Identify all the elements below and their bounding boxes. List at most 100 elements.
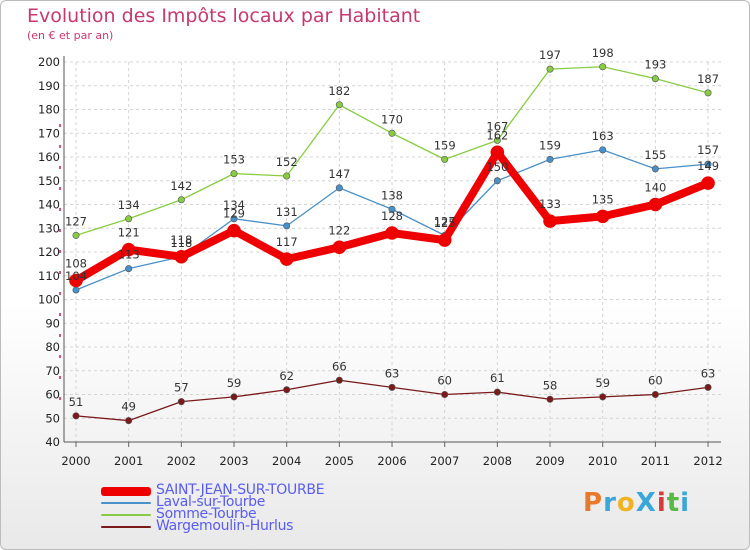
data-label-saint-jean-sur-tourbe: 117	[276, 235, 298, 249]
data-label-wargemoulin-hurlus: 59	[227, 376, 242, 390]
y-tick-label: 140	[38, 198, 60, 212]
axis-mark	[59, 271, 61, 274]
data-point-saint-jean-sur-tourbe	[279, 252, 294, 266]
data-label-somme-tourbe: 197	[539, 48, 561, 62]
data-label-laval-sur-tourbe: 104	[65, 269, 87, 283]
data-label-laval-sur-tourbe: 150	[486, 160, 508, 174]
data-point-somme-tourbe	[177, 196, 185, 204]
data-label-saint-jean-sur-tourbe: 133	[539, 197, 561, 211]
data-point-saint-jean-sur-tourbe	[701, 176, 715, 190]
data-label-laval-sur-tourbe: 127	[434, 214, 456, 228]
data-label-saint-jean-sur-tourbe: 129	[223, 207, 245, 221]
data-label-somme-tourbe: 142	[170, 179, 192, 193]
data-label-wargemoulin-hurlus: 49	[121, 400, 136, 414]
axes: 40 50 60 70 80 90 100 110 120 130 140 150 160 170 180 1…	[38, 55, 723, 468]
logo-letter: i	[680, 488, 691, 518]
data-point-saint-jean-sur-tourbe	[174, 249, 189, 264]
axis-mark	[59, 397, 61, 400]
data-point-wargemoulin-hurlus	[441, 390, 449, 398]
data-point-somme-tourbe	[230, 170, 238, 178]
y-tick-label: 150	[38, 174, 60, 188]
data-point-wargemoulin-hurlus	[546, 395, 554, 403]
x-tick-label: 2001	[114, 454, 143, 468]
axis-mark	[59, 292, 61, 295]
data-point-wargemoulin-hurlus	[651, 390, 659, 398]
data-point-somme-tourbe	[283, 172, 291, 180]
data-point-laval-sur-tourbe	[283, 222, 291, 230]
data-label-somme-tourbe: 198	[592, 46, 614, 60]
data-label-wargemoulin-hurlus: 61	[490, 371, 505, 385]
data-label-somme-tourbe: 193	[644, 58, 666, 72]
chart-subtitle: (en € et par an)	[27, 29, 114, 42]
y-tick-label: 190	[38, 79, 60, 93]
legend-swatch	[101, 526, 151, 528]
data-label-laval-sur-tourbe: 134	[223, 198, 245, 212]
logo-letter: r	[603, 488, 617, 518]
axis-mark	[59, 334, 61, 337]
data-label-saint-jean-sur-tourbe: 140	[644, 181, 666, 195]
data-point-somme-tourbe	[599, 63, 607, 71]
data-point-wargemoulin-hurlus	[283, 386, 291, 394]
axis-mark	[59, 250, 61, 253]
data-point-saint-jean-sur-tourbe	[332, 240, 347, 255]
data-label-somme-tourbe: 182	[328, 84, 350, 98]
data-label-wargemoulin-hurlus: 57	[174, 381, 189, 395]
data-label-saint-jean-sur-tourbe: 162	[486, 128, 508, 142]
data-point-saint-jean-sur-tourbe	[385, 226, 399, 240]
data-label-saint-jean-sur-tourbe: 149	[697, 159, 719, 173]
data-point-somme-tourbe	[651, 75, 659, 83]
y-tick-label: 170	[38, 126, 60, 140]
data-point-saint-jean-sur-tourbe	[543, 214, 557, 228]
data-point-laval-sur-tourbe	[388, 205, 396, 213]
data-point-somme-tourbe	[493, 136, 501, 144]
y-tick-label: 40	[45, 435, 60, 449]
x-tick-label: 2004	[272, 454, 301, 468]
data-point-wargemoulin-hurlus	[230, 393, 238, 401]
data-label-saint-jean-sur-tourbe: 125	[434, 216, 456, 230]
x-tick-label: 2011	[641, 454, 670, 468]
x-tick-label: 2002	[167, 454, 196, 468]
legend-item: Somme-Tourbe	[101, 506, 421, 522]
x-tick-label: 2003	[219, 454, 248, 468]
data-point-somme-tourbe	[72, 231, 80, 239]
x-tick-label: 2000	[61, 454, 90, 468]
data-point-somme-tourbe	[335, 101, 343, 109]
legend-label: Wargemoulin-Hurlus	[156, 518, 294, 534]
legend: SAINT-JEAN-SUR-TOURBE Laval-sur-Tourbe Som…	[101, 482, 421, 534]
chart-title: Evolution des Impôts locaux par Habitant	[27, 5, 421, 27]
data-point-laval-sur-tourbe	[125, 265, 133, 273]
data-point-laval-sur-tourbe	[704, 160, 712, 168]
legend-item: Wargemoulin-Hurlus	[101, 518, 421, 534]
axis-mark	[59, 376, 61, 379]
data-label-laval-sur-tourbe: 157	[697, 143, 719, 157]
data-label-somme-tourbe: 152	[276, 155, 298, 169]
logo-letter: t	[666, 488, 681, 518]
x-tick-label: 2010	[588, 454, 617, 468]
y-tick-label: 110	[38, 269, 60, 283]
grid	[64, 61, 721, 443]
data-point-laval-sur-tourbe	[493, 177, 501, 185]
data-point-laval-sur-tourbe	[546, 155, 554, 163]
y-tick-label: 50	[45, 411, 60, 425]
data-label-laval-sur-tourbe: 118	[170, 236, 192, 250]
y-tick-label: 70	[45, 364, 60, 378]
legend-swatch	[101, 502, 151, 504]
y-tick-label: 120	[38, 245, 60, 259]
data-point-saint-jean-sur-tourbe	[121, 242, 136, 257]
data-point-laval-sur-tourbe	[230, 215, 238, 223]
data-point-saint-jean-sur-tourbe	[648, 197, 663, 212]
data-label-somme-tourbe: 170	[381, 112, 403, 126]
data-point-wargemoulin-hurlus	[125, 417, 133, 425]
data-label-wargemoulin-hurlus: 60	[437, 374, 452, 388]
data-label-laval-sur-tourbe: 147	[328, 167, 350, 181]
data-point-saint-jean-sur-tourbe	[227, 223, 241, 238]
data-label-laval-sur-tourbe: 155	[644, 148, 666, 162]
data-point-wargemoulin-hurlus	[335, 376, 343, 384]
data-label-laval-sur-tourbe: 163	[592, 129, 614, 143]
data-point-wargemoulin-hurlus	[72, 412, 80, 420]
data-label-wargemoulin-hurlus: 60	[648, 374, 663, 388]
data-label-wargemoulin-hurlus: 66	[332, 359, 347, 373]
y-tick-label: 180	[38, 103, 60, 117]
